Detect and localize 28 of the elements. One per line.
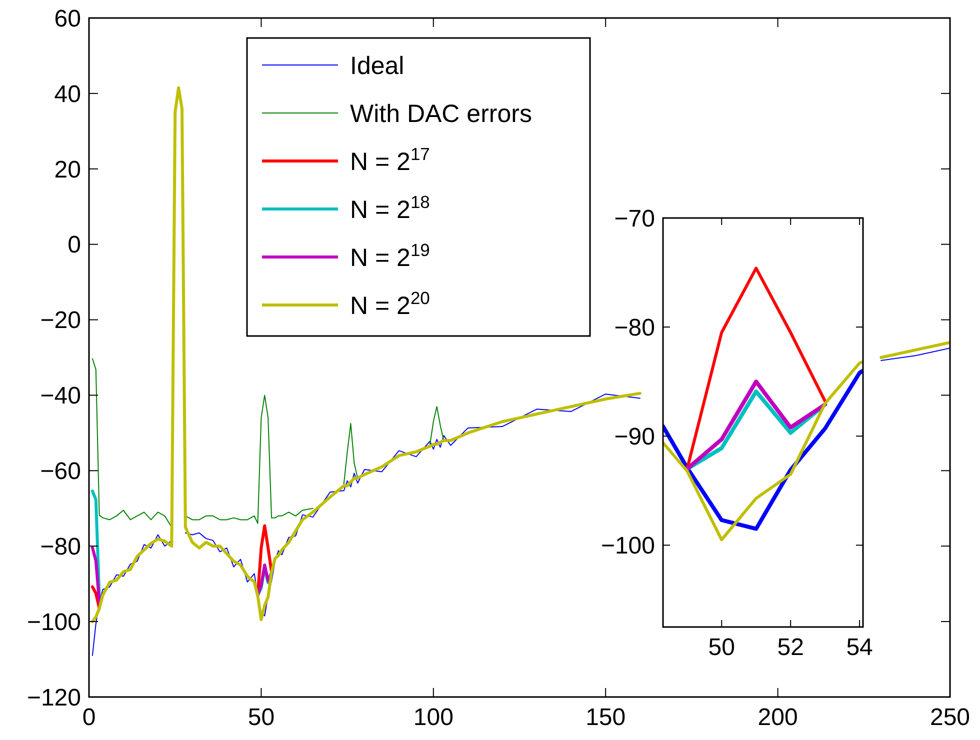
y-tick-label: −90 [614,424,655,451]
x-tick-label: 50 [248,704,275,731]
x-tick-label: 100 [413,704,454,731]
x-tick-label: 52 [777,634,804,661]
legend-label: Ideal [350,52,404,80]
y-tick-label: 40 [54,80,81,108]
y-tick-label: 20 [54,156,81,184]
y-tick-label: −100 [26,608,81,636]
y-tick-label: −20 [40,307,81,334]
x-tick-label: 54 [846,634,873,661]
legend-label: With DAC errors [350,100,532,128]
y-tick-label: −40 [40,382,81,410]
x-tick-label: 250 [930,704,970,731]
x-tick-label: 50 [708,634,735,661]
legend-label: N = 2$^{17}$ [350,144,430,176]
y-tick-label: 60 [54,5,81,32]
legend-label: N = 2$^{19}$ [350,240,430,272]
legend-label: N = 2$^{20}$ [350,288,430,320]
y-tick-label: −120 [26,684,81,712]
y-tick-label: −80 [40,534,81,561]
y-tick-label: −80 [614,314,655,342]
y-tick-label: −70 [614,205,655,232]
y-tick-label: −60 [40,458,81,486]
y-tick-label: −100 [600,532,655,560]
x-tick-label: 200 [758,704,798,731]
y-tick-label: 0 [68,232,81,259]
x-tick-label: 150 [586,704,626,731]
legend-label: N = 2$^{18}$ [350,192,430,224]
